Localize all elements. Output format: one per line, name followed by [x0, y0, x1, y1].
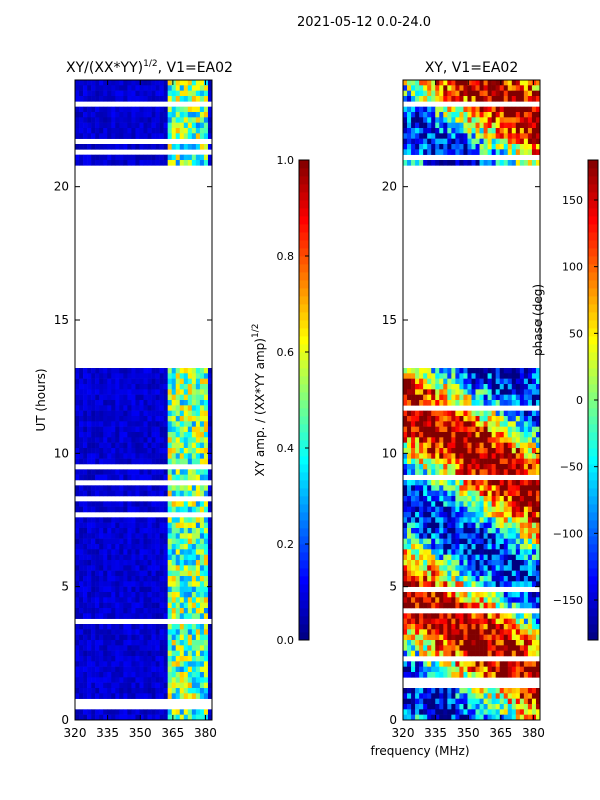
- colorbar-tick-label: 50: [569, 327, 583, 340]
- colorbar-tick-label: −50: [560, 461, 583, 474]
- panel-2: 320 335 350 365 380 0 5 10 15 20 XY, V1=EA02 freque…: [370, 60, 599, 758]
- colorbar-label-sup: 1/2: [251, 324, 261, 338]
- title-sup: 1/2: [143, 59, 157, 69]
- y-tick-label: 5: [61, 580, 69, 594]
- colorbar-tick-label: 0.8: [277, 250, 295, 263]
- x-tick-label: 335: [96, 726, 119, 740]
- colorbar-tick-label: 0.2: [277, 538, 295, 551]
- x-tick-label: 350: [129, 726, 152, 740]
- x-tick-label: 320: [392, 726, 415, 740]
- x-tick-label: 335: [424, 726, 447, 740]
- figure-suptitle: 2021-05-12 0.0-24.0: [297, 15, 431, 30]
- colorbar-tick-label: 150: [562, 194, 583, 207]
- y-tick-label: 0: [389, 713, 397, 727]
- y-tick-label: 10: [382, 446, 397, 460]
- colorbar: −150 −100 −50 0 50 100 150 phase (deg): [531, 159, 599, 641]
- panel-title: XY, V1=EA02: [425, 60, 519, 76]
- y-tick-label: 20: [54, 180, 69, 194]
- colorbar-tick-label: 1.0: [277, 154, 295, 167]
- y-tick-label: 10: [54, 446, 69, 460]
- heatmap-cells: [403, 80, 541, 721]
- title-tail: , V1=EA02: [158, 60, 233, 76]
- y-tick-label: 0: [61, 713, 69, 727]
- axes-frame: [74, 79, 213, 721]
- colorbar-frame: [298, 159, 310, 641]
- y-tick-label: 5: [389, 580, 397, 594]
- colorbar-tick-label: 0.6: [277, 346, 295, 359]
- colorbar-tick-label: 100: [562, 261, 583, 274]
- x-tick-label: 365: [489, 726, 512, 740]
- x-tick-label: 380: [522, 726, 545, 740]
- y-tick-label: 15: [382, 313, 397, 327]
- colorbar-tick-label: −150: [553, 594, 583, 607]
- colorbar-tick-label: 0: [576, 394, 583, 407]
- x-tick-label: 365: [161, 726, 184, 740]
- colorbar-label-main: XY amp. / (XX*YY amp): [253, 338, 267, 476]
- colorbar-tick-label: 0.0: [277, 634, 295, 647]
- heatmap-cells: [75, 80, 213, 721]
- colorbar-label: XY amp. / (XX*YY amp)1/2: [251, 324, 267, 477]
- y-tick-label: 15: [54, 313, 69, 327]
- x-axis-label: frequency (MHz): [370, 744, 469, 758]
- colorbar-tick-label: −100: [553, 527, 583, 540]
- colorbar-label: phase (deg): [531, 284, 545, 356]
- colorbar: 0.0 0.2 0.4 0.6 0.8 1.0 XY amp. / (XX*YY amp)1…: [251, 154, 310, 647]
- axes-frame: [402, 79, 541, 721]
- x-tick-label: 350: [457, 726, 480, 740]
- y-tick-label: 20: [382, 180, 397, 194]
- y-axis-label: UT (hours): [34, 368, 48, 431]
- panel-title: XY/(XX*YY)1/2, V1=EA02: [66, 59, 233, 76]
- colorbar-tick-label: 0.4: [277, 442, 295, 455]
- title-main: XY/(XX*YY): [66, 60, 143, 76]
- x-tick-label: 320: [64, 726, 87, 740]
- x-tick-label: 380: [194, 726, 217, 740]
